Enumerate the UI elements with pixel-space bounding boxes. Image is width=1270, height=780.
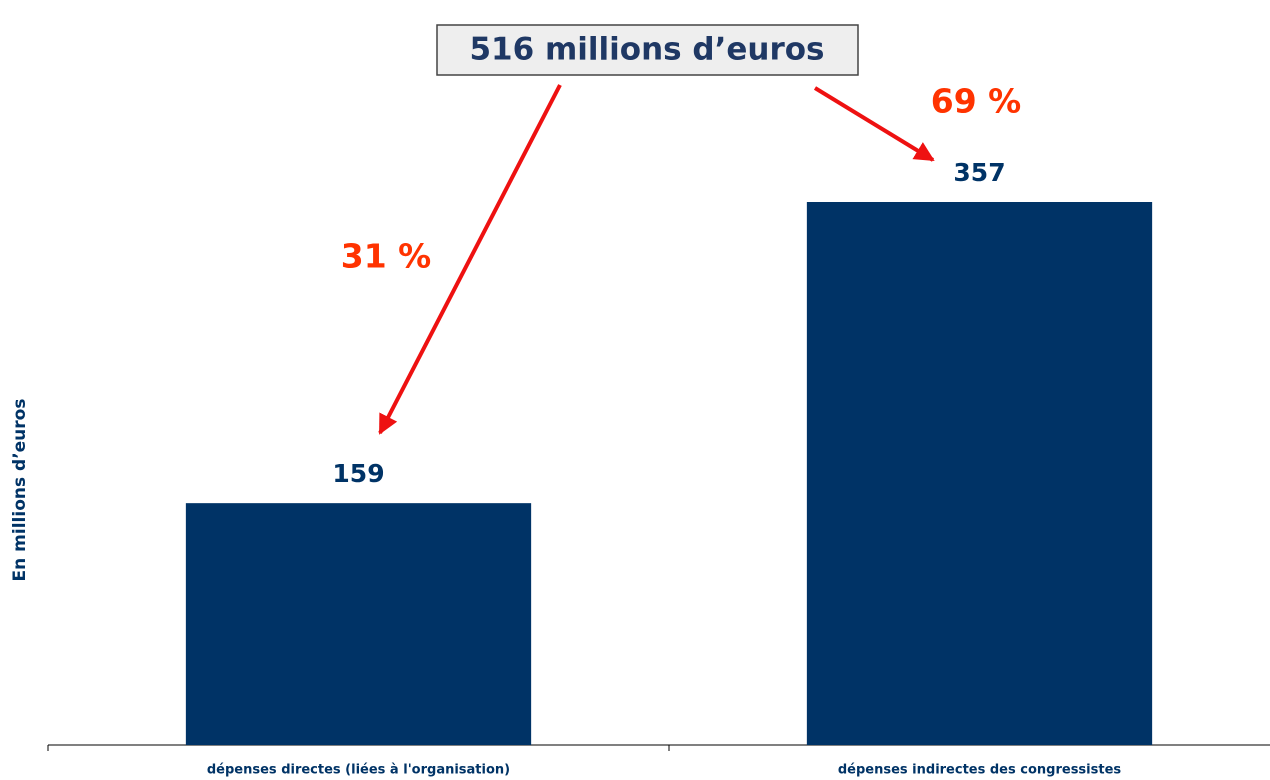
share-label: 69 % bbox=[931, 82, 1021, 121]
total-label: 516 millions d’euros bbox=[469, 32, 824, 68]
arrow bbox=[813, 86, 935, 162]
value-label: 159 bbox=[332, 459, 384, 488]
bar bbox=[185, 503, 532, 745]
value-label: 357 bbox=[953, 158, 1005, 187]
arrow bbox=[378, 84, 562, 435]
bar bbox=[806, 202, 1153, 746]
y-axis-label: En millions d’euros bbox=[10, 399, 30, 582]
x-tick-label: dépenses indirectes des congressistes bbox=[838, 763, 1122, 778]
x-tick-label: dépenses directes (liées à l'organisatio… bbox=[207, 763, 510, 778]
share-label: 31 % bbox=[341, 237, 431, 276]
total-box bbox=[436, 24, 859, 76]
